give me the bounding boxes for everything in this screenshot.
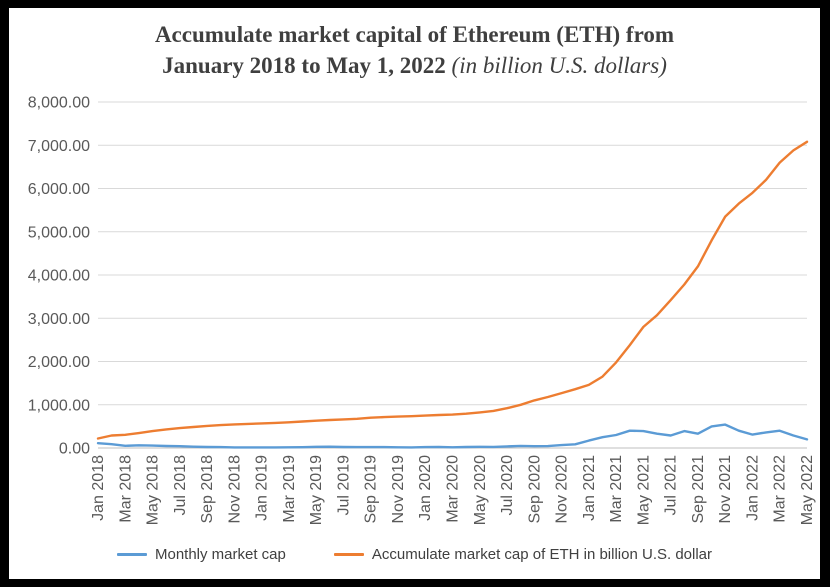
x-tick-label: May 2021 — [635, 455, 652, 525]
y-tick-label: 5,000.00 — [28, 224, 90, 241]
accumulate-market-cap-line — [96, 140, 809, 440]
x-tick-label: Jul 2019 — [335, 455, 352, 516]
eth-market-cap-chart: 0.00 1,000.00 2,000.00 3,000.00 4,000.00 5,00… — [28, 95, 816, 526]
y-tick-label: 0.00 — [59, 441, 90, 458]
x-tick-label: Mar 2021 — [608, 455, 625, 523]
x-tick-label: May 2022 — [799, 455, 816, 525]
x-tick-label: Mar 2020 — [445, 455, 462, 523]
legend-item-accumulate: Accumulate market cap of ETH in billion … — [333, 546, 713, 563]
x-tick-label: Sep 2018 — [199, 455, 216, 524]
x-tick-label: Jan 2019 — [254, 455, 271, 521]
x-tick-label: May 2018 — [145, 455, 162, 525]
x-tick-label: Jan 2020 — [417, 455, 434, 521]
chart-title-line1: Accumulate market capital of Ethereum (E… — [154, 22, 675, 47]
y-tick-label: 2,000.00 — [28, 354, 90, 371]
x-tick-label: Jan 2022 — [744, 455, 761, 521]
y-tick-label: 4,000.00 — [28, 268, 90, 285]
x-tick-label: Mar 2018 — [117, 455, 134, 523]
x-tick-label: Sep 2019 — [363, 455, 380, 524]
x-tick-label: Sep 2021 — [690, 455, 707, 524]
x-tick-label: Jul 2018 — [172, 455, 189, 516]
y-tick-label: 1,000.00 — [28, 397, 90, 414]
y-tick-label: 7,000.00 — [28, 138, 90, 155]
x-tick-label: Mar 2019 — [281, 455, 298, 523]
y-tick-label: 3,000.00 — [28, 311, 90, 328]
x-tick-label: May 2019 — [308, 455, 325, 525]
accumulate-series-line-icon — [333, 553, 364, 556]
chart-title: Accumulate market capital of Ethereum (E… — [9, 19, 820, 81]
x-tick-label: Jan 2018 — [90, 455, 107, 521]
monthly-market-cap-line — [96, 423, 809, 449]
x-tick-label: Nov 2018 — [226, 455, 243, 524]
legend-label-monthly: Monthly market cap — [154, 546, 286, 563]
chart-title-line2: January 2018 to May 1, 2022 — [162, 53, 452, 78]
x-tick-label: Sep 2020 — [526, 455, 543, 524]
x-tick-label: Nov 2021 — [717, 455, 734, 524]
x-tick-label: Jan 2021 — [581, 455, 598, 521]
x-tick-label: Mar 2022 — [772, 455, 789, 523]
x-tick-label: Nov 2019 — [390, 455, 407, 524]
x-tick-label: Jul 2020 — [499, 455, 516, 516]
x-tick-label: Jul 2021 — [663, 455, 680, 516]
legend-label-accumulate: Accumulate market cap of ETH in billion … — [371, 546, 713, 563]
x-tick-label: Nov 2020 — [554, 455, 571, 524]
y-tick-label: 8,000.00 — [28, 95, 90, 112]
chart-canvas: Accumulate market capital of Ethereum (E… — [9, 8, 820, 579]
chart-title-unit-note: (in billion U.S. dollars) — [451, 53, 667, 78]
x-tick-label: May 2020 — [472, 455, 489, 525]
monthly-series-line-icon — [116, 553, 147, 556]
chart-legend: Monthly market cap Accumulate market cap… — [9, 546, 820, 563]
y-tick-label: 6,000.00 — [28, 181, 90, 198]
legend-item-monthly: Monthly market cap — [116, 546, 286, 563]
